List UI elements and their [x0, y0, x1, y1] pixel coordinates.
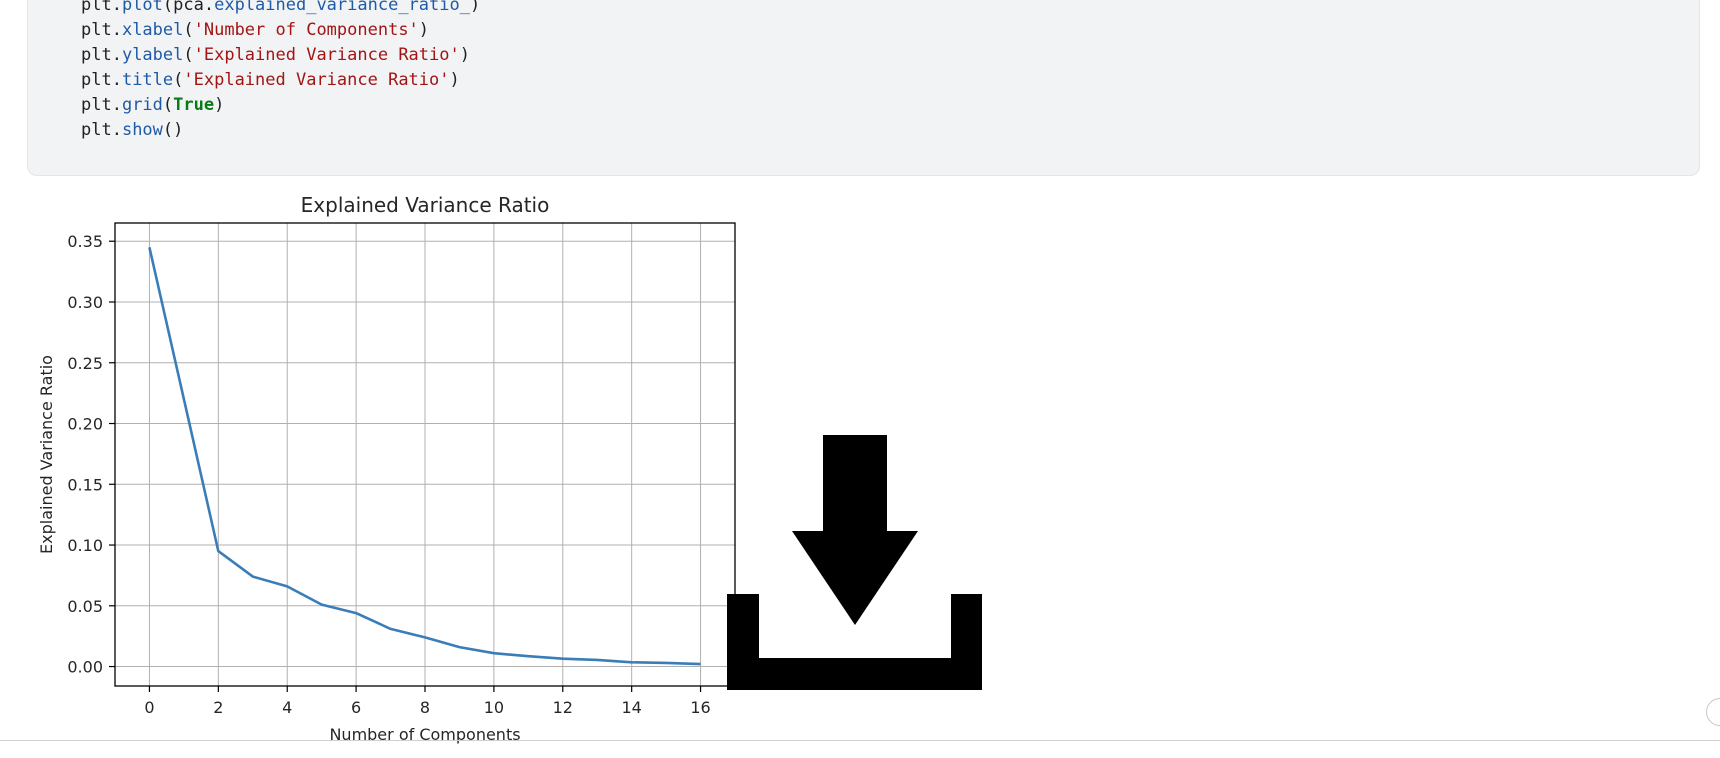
x-axis-label: Number of Components — [329, 725, 520, 744]
bottom-divider — [0, 740, 1720, 741]
variance-chart: 0 2 4 6 8 10 12 14 16 0.00 0.05 0.10 0.15 0.20 0.25 0.3… — [37, 193, 736, 744]
chart-title: Explained Variance Ratio — [301, 193, 550, 217]
x-tick-label: 12 — [553, 698, 573, 717]
x-tick-label: 4 — [282, 698, 292, 717]
y-tick-label: 0.15 — [67, 475, 103, 494]
y-tick-label: 0.10 — [67, 536, 103, 555]
code-line-show: plt.show() — [81, 120, 184, 140]
code-line-xlabel: plt.xlabel('Number of Components') — [81, 20, 430, 40]
y-axis-label: Explained Variance Ratio — [37, 355, 56, 554]
x-tick-label: 8 — [420, 698, 430, 717]
x-tick-label: 2 — [213, 698, 223, 717]
x-tick-label: 0 — [144, 698, 154, 717]
y-tick-label: 0.05 — [67, 597, 103, 616]
download-icon[interactable] — [725, 435, 985, 695]
cell-output: 0 2 4 6 8 10 12 14 16 0.00 0.05 0.10 0.15 0.20 0.25 0.3… — [0, 185, 1720, 745]
code-line-ylabel: plt.ylabel('Explained Variance Ratio') — [81, 45, 470, 65]
y-tick-label: 0.25 — [67, 354, 103, 373]
x-tick-label: 14 — [621, 698, 641, 717]
y-tick-label: 0.35 — [67, 232, 103, 251]
code-cell[interactable]: plt.plot(pca.explained_variance_ratio_)p… — [27, 0, 1700, 176]
code-line-plot: plt.plot(pca.explained_variance_ratio_) — [81, 0, 481, 15]
series-line — [148, 247, 701, 666]
y-tick-label: 0.20 — [67, 415, 103, 434]
x-tick-label: 10 — [484, 698, 504, 717]
x-tick-label: 6 — [351, 698, 361, 717]
y-tick-label: 0.30 — [67, 293, 103, 312]
code-line-grid: plt.grid(True) — [81, 95, 225, 115]
code-block[interactable]: plt.plot(pca.explained_variance_ratio_)p… — [81, 0, 480, 143]
code-line-title: plt.title('Explained Variance Ratio') — [81, 70, 460, 90]
x-tick-label: 16 — [690, 698, 710, 717]
y-tick-label: 0.00 — [67, 658, 103, 677]
